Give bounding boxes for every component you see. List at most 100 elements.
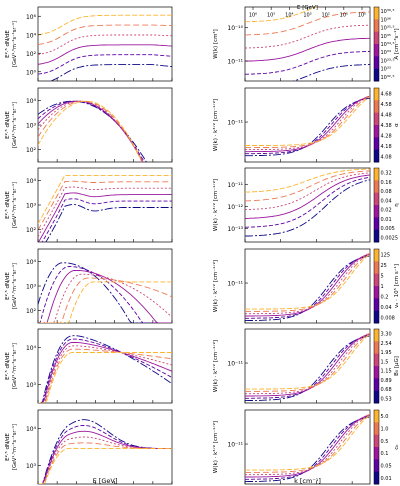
right-axes-frame: [244, 328, 371, 404]
spectrum-line-1: [45, 204, 172, 242]
wave-spectrum-line-2: [245, 50, 370, 75]
colorbar-tick-label: 0.008: [381, 316, 395, 322]
left-y-axis-label: E²·⁵ dN/dE: [4, 272, 11, 300]
spectrum-line-3: [38, 44, 172, 65]
left-y-tick-label: 10⁶: [26, 14, 37, 21]
colorbar-segment: [374, 192, 379, 206]
colorbar-tick-label: 0.16: [381, 180, 392, 186]
colorbar-segment: [374, 149, 379, 163]
colorbar-segment: [374, 341, 379, 355]
top-x-tick-label: 10⁴: [285, 13, 293, 19]
colorbar-tick-label: 0.01: [381, 217, 392, 223]
left-panel-row-2: 10² 10³ 10⁴ E²·⁵ dN/dE [GeV¹·⁵m⁻²s⁻¹sr⁻¹]: [4, 87, 173, 163]
colorbar-tick-label: 0.5: [381, 439, 389, 445]
spectrum-line-6: [38, 281, 172, 323]
right-panel-row-6: 10⁻¹¹W(k) · k³ᐟ² [cm⁻¹ᐟ²]10⁻¹⁹10⁻¹⁷10⁻¹⁵…: [212, 409, 371, 485]
right-y-tick-label: 10⁻¹¹: [227, 182, 243, 189]
left-y-axis-label: E²·⁵ dN/dE: [4, 30, 11, 58]
colorbar-tick-label: 0.53: [381, 396, 392, 402]
spectrum-line-3: [38, 342, 172, 403]
left-y-tick-label: 10³: [26, 123, 37, 130]
left-axes-frame: [37, 6, 173, 82]
wave-spectrum-line-1: [245, 97, 370, 157]
colorbar-segment: [374, 88, 379, 101]
spectrum-line-1: [38, 262, 172, 323]
spectrum-line-2: [41, 198, 172, 242]
spectrum-line-1: [38, 335, 172, 403]
colorbar-label: cₖ: [394, 444, 400, 449]
colorbar-segment: [374, 19, 379, 33]
wave-spectrum-line-6: [245, 7, 318, 23]
right-axes-frame: [244, 167, 371, 243]
wave-spectrum-line-5: [245, 413, 370, 473]
spectrum-line-4: [38, 100, 143, 162]
left-panel-row-3: 10² 10³ 10⁴ E²·⁵ dN/dE [GeV¹·⁵m⁻²s⁻¹sr⁻¹]: [4, 167, 173, 243]
top-x-tick-label: 10¹: [340, 13, 348, 19]
wave-spectrum-line-1: [245, 255, 370, 322]
right-y-axis-label: W(k) · k³ᐟ² [cm⁻¹ᐟ²]: [212, 260, 219, 312]
wave-spectrum-line-5: [245, 252, 370, 312]
wave-spectrum-line-1: [245, 416, 370, 483]
left-panel-row-5: 10³ 10⁴ E²·⁵ dN/dE [GeV¹·⁵m⁻²s⁻¹sr⁻¹]: [4, 328, 173, 404]
left-y-axis-units: [GeV¹·⁵m⁻²s⁻¹sr⁻¹]: [12, 182, 18, 228]
colorbar-segment: [374, 471, 379, 485]
colorbar-tick-label: 0.2: [381, 295, 389, 301]
right-panel-row-2: 10⁻¹¹ W(k) · k³ᐟ² [cm⁻¹ᐟ²]: [212, 87, 371, 163]
colorbar-tick-label: 0.005: [381, 226, 395, 232]
colorbar-label: η: [394, 203, 400, 207]
right-panel-row-3: 10⁻¹³ 10⁻¹² 10⁻¹¹ W(k) · k³ᐟ² [cm⁻¹ᐟ²]: [212, 167, 371, 243]
colorbar-frame: [373, 248, 380, 324]
wave-spectrum-line-6: [245, 414, 370, 471]
colorbar-tick-label: 0.08: [381, 189, 392, 195]
colorbar-tick-label: 0.0025: [381, 235, 399, 241]
wave-spectrum-line-5: [245, 170, 370, 202]
colorbar-tick-label: 0.05: [381, 464, 392, 470]
colorbar-tick-label: 2.54: [381, 341, 392, 347]
right-y-axis-label: W(k) · k³ᐟ² [cm⁻¹ᐟ²]: [212, 99, 219, 151]
left-y-tick-label: 10⁴: [26, 178, 37, 185]
left-y-axis-units: [GeV¹·⁵m⁻²s⁻¹sr⁻¹]: [12, 424, 18, 470]
spectrum-line-4: [38, 273, 172, 323]
left-y-axis-label: E²·⁵ dN/dE: [4, 191, 11, 219]
left-y-axis-label: E²·⁵ dN/dE: [4, 111, 11, 139]
colorbar-segment: [374, 273, 379, 287]
wave-spectrum-line-3: [245, 414, 370, 478]
colorbar-segment: [374, 180, 379, 194]
left-y-axis-units: [GeV¹·⁵m⁻²s⁻¹sr⁻¹]: [12, 343, 18, 389]
wave-spectrum-line-5: [245, 11, 370, 36]
wave-spectrum-line-6: [245, 253, 370, 310]
spectrum-line-6: [38, 14, 172, 36]
spectrum-line-6: [38, 174, 172, 224]
left-y-tick-label: 10²: [26, 227, 37, 234]
colorbar-tick-label: 0.68: [381, 387, 392, 393]
wave-spectrum-line-5: [245, 95, 370, 149]
left-panel-row-4: 10² 10³ 10⁴ E²·⁵ dN/dE [GeV¹·⁵m⁻²s⁻¹sr⁻¹]: [4, 248, 173, 324]
colorbar-tick-label: 5.0: [381, 414, 389, 420]
colorbar-row-3: 0.32 0.16 0.08 0.04 0.02 0.01 0.005 0.0025 η: [373, 167, 400, 243]
colorbar-segment: [374, 7, 379, 20]
spectrum-line-2: [38, 100, 145, 162]
spectrum-line-4: [38, 345, 172, 403]
colorbar-segment: [374, 329, 379, 342]
colorbar-label: α: [394, 123, 400, 127]
top-x-tick-label: 10⁶: [249, 13, 257, 19]
colorbar-tick-label: 1.5: [381, 359, 389, 365]
colorbar-tick-label: 125: [381, 252, 391, 258]
colorbar-segment: [374, 68, 379, 82]
colorbar-segment: [374, 434, 379, 448]
left-y-tick-label: 10⁴: [26, 345, 37, 352]
colorbar-label: A [cm⁻³s⁻¹]: [393, 28, 400, 59]
colorbar-tick-label: 1.15: [381, 369, 392, 375]
colorbar-segment: [374, 44, 379, 57]
colorbar-segment: [374, 286, 379, 299]
right-panel-row-1: 10⁻¹¹ 10⁻¹⁰ W(k) [cm³]: [212, 6, 371, 82]
colorbar-segment: [374, 137, 379, 151]
right-y-axis-label: W(k) · k³ᐟ² [cm⁻¹ᐟ²]: [212, 179, 219, 231]
colorbar-tick-label: 1.0: [381, 427, 389, 433]
left-y-tick-label: 10⁴: [26, 32, 37, 39]
right-y-tick-label: 10⁻¹¹: [227, 442, 243, 449]
colorbar-row-4: 125 25 5 1 0.2 0.04 0.008 vₐ · 10⁵ [cm s⁻¹]: [373, 248, 400, 324]
right-y-tick-label: 10⁻¹¹: [227, 361, 243, 368]
spectrum-line-4: [38, 186, 172, 237]
